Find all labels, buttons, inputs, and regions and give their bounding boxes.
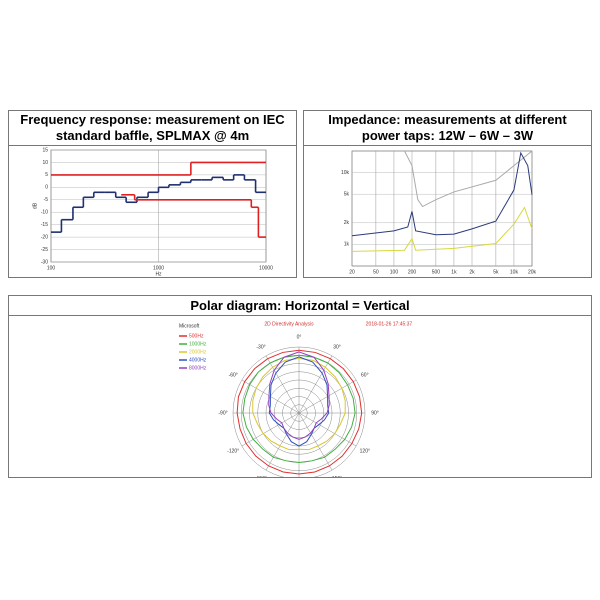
x-tick-label: 100 (47, 265, 56, 271)
curve (351, 206, 533, 252)
angle-label: 150° (332, 476, 342, 477)
chart: 2D Directivity Analysis 2018-01-26 17:45:… (179, 321, 413, 477)
x-tick-label: 20 (349, 269, 355, 275)
angle-label: -60° (229, 372, 238, 378)
legend-label: 2000Hz (189, 349, 207, 355)
spoke (241, 412, 300, 447)
angle-label: 0° (297, 334, 302, 340)
x-tick-label: 1k (451, 269, 457, 275)
x-tick-label: 5k (493, 269, 499, 275)
panel-title: Polar diagram: Horizontal = Vertical (9, 296, 591, 316)
y-tick-label: 10k (341, 170, 350, 176)
angle-label: -90° (218, 410, 227, 416)
spoke (298, 412, 333, 471)
x-tick-label: 20k (528, 269, 537, 275)
x-tick-label: 50 (373, 269, 379, 275)
x-tick-label: 1000 (153, 265, 164, 271)
legend-title: Microsoft (179, 323, 200, 329)
y-tick-label: 5 (45, 172, 48, 178)
panel: Polar diagram: Horizontal = Vertical 2D … (8, 295, 592, 478)
panel: Impedance: measurements at different pow… (303, 110, 592, 278)
curve (351, 151, 533, 237)
spoke (265, 355, 300, 414)
spoke (298, 355, 333, 414)
legend-label: 500Hz (189, 333, 204, 339)
y-tick-label: 0 (45, 185, 48, 191)
angle-label: 60° (361, 372, 369, 378)
x-tick-label: 10000 (259, 265, 273, 271)
y-axis-label: dB (32, 202, 38, 209)
panel: Frequency response: measurement on IEC s… (8, 110, 297, 278)
legend-label: 4000Hz (189, 357, 207, 363)
y-tick-label: -25 (41, 247, 48, 253)
x-tick-label: 500 (432, 269, 441, 275)
spoke (298, 412, 357, 447)
y-tick-label: 10 (42, 160, 48, 166)
polar-curve (268, 351, 330, 440)
polar-curve (268, 356, 330, 447)
y-tick-label: 1k (344, 242, 350, 248)
y-tick-label: 5k (344, 192, 350, 198)
x-tick-label: 200 (408, 269, 417, 275)
y-tick-label: 15 (42, 147, 48, 153)
legend-label: 8000Hz (189, 365, 207, 371)
angle-label: 90° (371, 410, 379, 416)
legend-label: 1000Hz (189, 341, 207, 347)
polar-curve (236, 349, 363, 475)
x-tick-label: 10k (510, 269, 519, 275)
angle-label: -120° (227, 448, 239, 454)
polar-curve (252, 358, 346, 451)
spoke (265, 412, 300, 471)
x-tick-label: 100 (390, 269, 399, 275)
panel-title: Frequency response: measurement on IEC s… (9, 111, 296, 146)
chart-title: 2D Directivity Analysis (264, 321, 314, 327)
panel-title: Impedance: measurements at different pow… (304, 111, 591, 146)
x-axis-label: Hz (155, 271, 162, 277)
angle-label: 30° (333, 345, 341, 351)
angle-label: 120° (360, 448, 370, 454)
angle-label: -150° (255, 476, 267, 477)
curve (404, 150, 533, 208)
polar-curve (242, 354, 356, 464)
y-tick-label: -10 (41, 210, 48, 216)
y-tick-label: -5 (44, 197, 49, 203)
angle-label: -30° (256, 345, 265, 351)
y-tick-label: -30 (41, 259, 48, 265)
y-tick-label: 2k (344, 220, 350, 226)
y-tick-label: -20 (41, 234, 48, 240)
y-tick-label: -15 (41, 222, 48, 228)
chart: 1k 2k 5k 10k 20 50 100 200 500 1k 2k 5k 10k 20k (341, 150, 537, 275)
chart-date: 2018-01-26 17:45:37 (366, 321, 413, 327)
x-tick-label: 2k (469, 269, 475, 275)
